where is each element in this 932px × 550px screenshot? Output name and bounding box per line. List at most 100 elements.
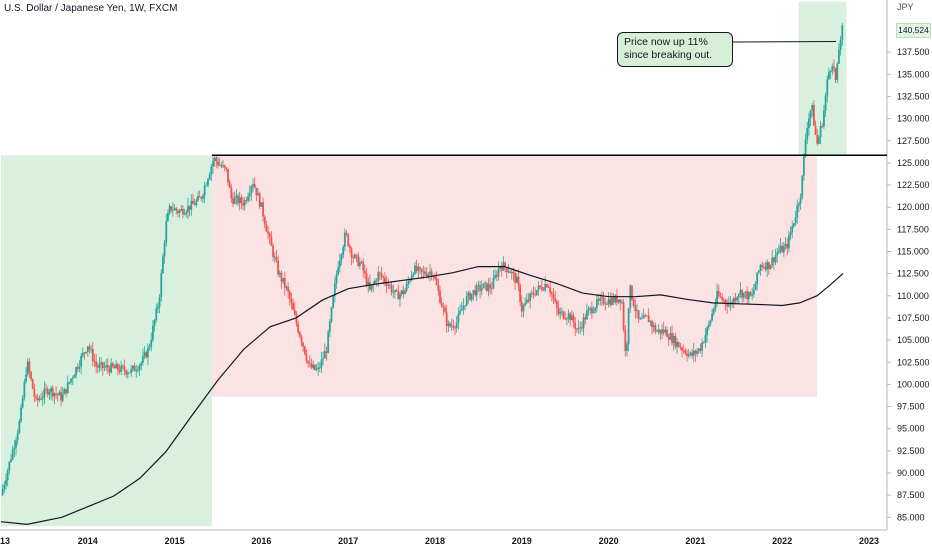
candle-body (787, 235, 790, 249)
candle-body (218, 164, 221, 166)
candle-body (525, 299, 528, 303)
candle-body (636, 310, 638, 311)
candle-body (559, 311, 562, 314)
candle-body (607, 299, 610, 305)
candle-body (16, 432, 19, 441)
candle-body (41, 397, 44, 400)
candle-body (412, 273, 415, 276)
candle-body (437, 284, 440, 291)
candle-body (240, 197, 243, 203)
candle-body (280, 272, 283, 282)
candle-body (220, 164, 223, 167)
candle-body (484, 282, 486, 284)
candle-body (290, 299, 293, 304)
x-tick-label: 2018 (425, 536, 445, 546)
candle-body (803, 155, 805, 176)
candle-body (202, 195, 204, 199)
candle-body (130, 368, 133, 373)
candle-body (263, 216, 266, 225)
candle-body (118, 370, 121, 372)
candle-body (749, 292, 752, 296)
candle-body (343, 232, 346, 248)
candle-body (818, 136, 820, 144)
candle-body (769, 265, 772, 270)
candle-body (53, 393, 56, 397)
candle-body (272, 245, 274, 257)
candle-body (323, 351, 326, 359)
candle-body (404, 290, 406, 295)
candle-body (829, 70, 832, 73)
x-tick-label: 2021 (685, 536, 705, 546)
candle-body (305, 354, 308, 361)
annotation-callout[interactable]: Price now up 11% since breaking out. (617, 32, 733, 67)
candle-body (362, 261, 365, 271)
candle-body (115, 364, 118, 369)
candle-body (767, 261, 770, 270)
candle-body (268, 233, 271, 237)
candle-body (242, 202, 244, 206)
candle-body (248, 193, 251, 197)
candle-body (303, 346, 306, 355)
candle-body (260, 202, 263, 207)
candle-body (103, 366, 106, 368)
candle-body (262, 202, 264, 217)
candle-body (55, 393, 57, 395)
candle-body (71, 377, 74, 379)
candle-body (173, 208, 176, 211)
candle-body (614, 295, 617, 303)
candle-body (612, 297, 615, 303)
candle-body (754, 284, 757, 291)
candle-body (806, 128, 809, 140)
candle-body (507, 271, 510, 273)
candle-body (414, 265, 416, 274)
candle-body (90, 349, 93, 350)
candle-body (140, 362, 143, 366)
candle-body (400, 290, 403, 295)
axis-lines (0, 0, 888, 531)
candle-body (647, 315, 650, 323)
candle-body (532, 292, 535, 295)
candle-body (63, 389, 66, 395)
candle-body (444, 307, 446, 313)
candle-body (831, 66, 834, 71)
candle-body (297, 323, 300, 333)
candle-body (131, 365, 134, 369)
candle-body (824, 95, 827, 111)
candle-body (353, 254, 356, 259)
candle-body (577, 327, 580, 329)
candle-body (78, 366, 81, 369)
candle-body (490, 288, 493, 290)
candle-body (420, 268, 423, 272)
candle-body (275, 256, 278, 261)
candle-body (394, 290, 396, 293)
candle-body (158, 297, 161, 307)
candle-body (355, 254, 358, 256)
candle-body (439, 290, 441, 303)
candle-body (579, 327, 582, 329)
last-price-badge: 140.524 (896, 23, 931, 38)
candle-body (606, 304, 608, 305)
y-tick-label: 85.000 (897, 512, 925, 522)
candle-body (178, 210, 181, 213)
candle-body (809, 110, 812, 119)
candle-body (560, 311, 563, 313)
candle-body (626, 344, 628, 351)
candle-body (774, 255, 777, 263)
candle-body (632, 299, 635, 306)
candle-body (68, 382, 71, 383)
candle-body (222, 165, 224, 167)
candle-body (427, 273, 430, 277)
y-tick-label: 92.500 (897, 446, 925, 456)
candle-body (148, 346, 151, 349)
y-tick-label: 112.500 (897, 269, 929, 279)
y-tick-label: 97.500 (897, 402, 925, 412)
candle-body (3, 484, 6, 489)
candle-body (662, 329, 665, 333)
candle-body (464, 305, 466, 307)
candle-body (1, 488, 4, 496)
candle-body (146, 348, 149, 358)
candle-body (180, 208, 183, 211)
candle-body (128, 372, 131, 374)
candle-body (734, 298, 737, 301)
